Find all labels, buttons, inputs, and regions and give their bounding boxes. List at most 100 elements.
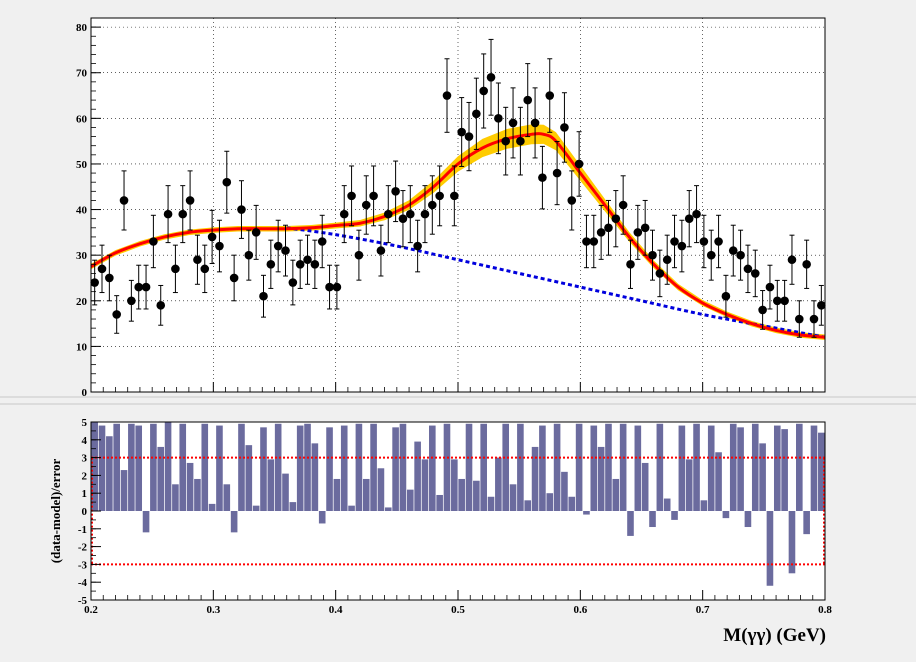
data-marker	[633, 228, 643, 237]
data-point	[523, 63, 533, 138]
data-points	[90, 38, 826, 338]
data-point	[127, 279, 136, 322]
pull-bar	[340, 425, 348, 511]
data-marker	[259, 291, 268, 301]
data-marker	[589, 237, 599, 246]
pull-bar	[142, 511, 150, 533]
data-marker	[494, 114, 503, 123]
data-point	[259, 274, 268, 318]
data-marker	[472, 109, 481, 119]
data-point	[809, 300, 819, 338]
data-point	[560, 92, 569, 163]
data-marker	[273, 241, 283, 251]
data-point	[354, 229, 364, 281]
data-marker	[684, 214, 694, 223]
data-point	[317, 214, 327, 269]
data-marker	[736, 250, 745, 260]
data-marker	[464, 132, 474, 141]
data-point	[134, 264, 144, 310]
data-marker	[112, 310, 121, 319]
data-marker	[728, 246, 738, 255]
data-point	[193, 234, 202, 285]
data-point	[185, 170, 195, 231]
data-marker	[281, 246, 290, 255]
pull-bar	[737, 427, 744, 511]
data-marker	[171, 264, 180, 274]
pull-bar	[238, 423, 245, 511]
data-marker	[640, 223, 650, 233]
data-point	[273, 219, 283, 273]
pull-bar	[414, 441, 421, 511]
pull-bar	[326, 427, 333, 511]
data-point	[97, 244, 107, 294]
data-point	[244, 229, 254, 281]
data-marker	[163, 209, 173, 219]
total-fit-curve	[90, 132, 826, 339]
pull-bar	[282, 473, 289, 511]
data-point	[398, 190, 408, 248]
data-point	[795, 300, 804, 338]
data-point	[295, 239, 305, 289]
data-marker	[809, 314, 819, 324]
data-point	[618, 175, 628, 235]
pull-bar	[583, 511, 590, 515]
pull-bar	[208, 503, 216, 511]
pull-bar	[150, 423, 157, 511]
x-tick-label: 0.5	[451, 604, 465, 616]
data-point	[361, 175, 371, 235]
data-marker	[758, 305, 767, 315]
pull-bar	[561, 471, 568, 511]
data-marker	[765, 282, 775, 292]
x-tick-label: 0.8	[818, 604, 832, 616]
pull-bar	[245, 445, 253, 511]
pull-bar	[194, 478, 201, 511]
pull-bar	[443, 423, 451, 511]
data-point	[450, 165, 459, 227]
pull-bar	[678, 425, 686, 511]
data-marker	[780, 296, 789, 306]
data-point	[516, 106, 525, 176]
pull-y-tick-label: -1	[78, 524, 87, 536]
pull-bar	[627, 511, 634, 536]
pull-bar	[348, 505, 355, 511]
pull-bar	[759, 443, 766, 511]
data-point	[237, 180, 246, 239]
x-axis-label: M(γγ) (GeV)	[723, 625, 826, 646]
pull-bar	[230, 511, 238, 533]
data-marker	[266, 259, 276, 269]
pull-bar	[120, 470, 128, 511]
data-point	[684, 190, 694, 248]
data-point	[332, 264, 342, 310]
pull-bar	[781, 429, 788, 511]
data-marker	[817, 301, 826, 310]
data-marker	[442, 91, 452, 100]
data-point	[207, 209, 217, 265]
data-marker	[339, 209, 349, 219]
data-point	[339, 185, 349, 244]
pull-y-tick-label: -2	[78, 542, 88, 554]
data-marker	[185, 196, 195, 205]
pull-y-tick-label: 2	[82, 470, 88, 482]
pull-bar	[473, 480, 480, 511]
data-marker	[508, 118, 518, 128]
data-marker	[699, 237, 709, 246]
data-marker	[207, 232, 217, 242]
data-point	[325, 264, 334, 310]
data-point	[662, 234, 672, 285]
data-marker	[383, 209, 393, 219]
pull-bar	[318, 511, 326, 524]
data-marker	[200, 264, 210, 274]
pull-bar	[531, 446, 539, 511]
y-tick-label: 0	[82, 387, 88, 399]
data-marker	[288, 278, 298, 287]
data-point	[552, 140, 562, 206]
data-marker	[560, 123, 569, 132]
data-point	[574, 131, 584, 197]
data-marker	[618, 200, 628, 210]
pull-bar	[465, 423, 473, 511]
pull-y-tick-label: 1	[82, 488, 88, 500]
data-marker	[134, 282, 144, 292]
pull-bar	[517, 423, 524, 511]
fit-plot-frame	[91, 18, 825, 392]
